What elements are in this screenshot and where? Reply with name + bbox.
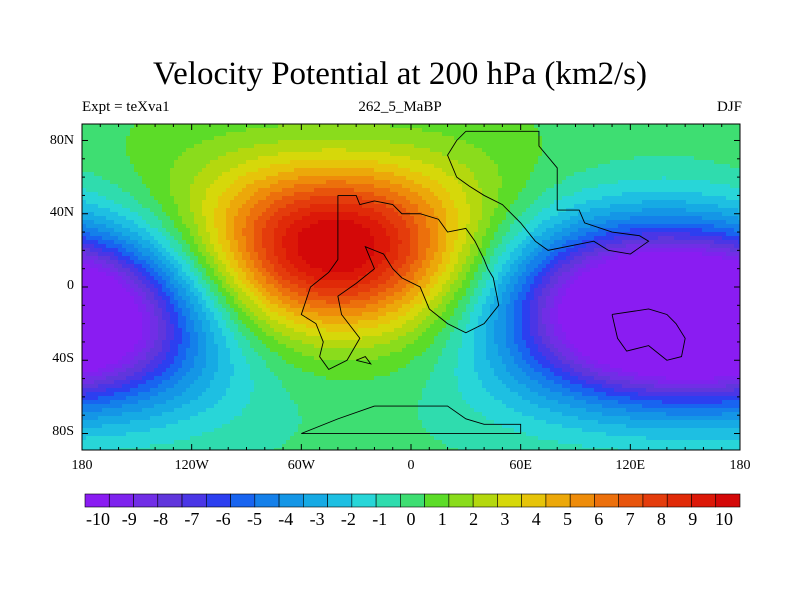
colorbar-label: -4 [278,509,294,529]
lon-label-180w: 180 [71,458,93,473]
colorbar-label: -10 [86,509,110,529]
lat-label-40n: 40N [49,205,74,220]
colorbar-swatch [278,493,304,508]
colorbar-swatch [521,493,547,508]
lon-label-60e: 60E [509,458,532,473]
coastline-4 [355,356,372,365]
colorbar-swatch [181,493,207,508]
lon-label-120e: 120E [615,458,646,473]
colorbar-label: 9 [688,509,698,529]
colorbar-swatch [594,493,620,508]
coastline-1 [447,130,650,255]
colorbar-label: -6 [215,509,231,529]
field-layer [82,124,741,451]
experiment-label: Expt = teXva1 [82,99,170,115]
colorbar-swatch [618,493,644,508]
lat-label-80s: 80S [52,424,74,439]
coastline-3 [611,308,686,361]
colorbar-swatch [691,493,717,508]
colorbar-swatch [472,493,498,508]
colorbar-swatch [545,493,571,508]
coastline-layer [300,130,686,434]
colorbar-label: -5 [247,509,262,529]
colorbar-label: 8 [656,509,666,529]
season-label: DJF [716,99,742,115]
colorbar-label: 2 [469,509,479,529]
lon-label-180e: 180 [729,458,751,473]
colorbar-label: -7 [184,509,200,529]
colorbar-swatch [497,493,522,508]
lat-label-80n: 80N [49,133,74,148]
colorbar-swatch [133,493,159,508]
colorbar-swatch [230,493,256,508]
colorbar-label: -9 [121,509,137,529]
colorbar-swatch [205,493,231,508]
colorbar-label: -1 [372,509,388,529]
colorbar-swatch [327,493,353,508]
colorbar-label: 10 [715,509,733,529]
run-label: 262_5_MaBP [358,99,442,115]
colorbar-swatch [400,493,425,508]
colorbar-swatch [642,493,668,508]
coastline-2 [301,405,522,434]
colorbar-swatch [108,493,134,508]
colorbar-label: 0 [406,509,416,529]
lon-label-60w: 60W [287,458,315,473]
colorbar-label: 4 [531,509,541,529]
ticks-layer [81,124,741,450]
colorbar-label: 7 [625,509,635,529]
lat-label-eq: 0 [67,278,74,293]
colorbar-label: 6 [594,509,604,529]
colorbar-swatch [375,493,401,508]
plot-title: Velocity Potential at 200 hPa (km2/s) [152,56,648,92]
colorbar-swatch [569,493,595,508]
colorbar-swatch [666,493,692,508]
colorbar-swatch [351,493,377,508]
colorbar [84,493,741,508]
colorbar-swatch [448,493,474,508]
colorbar-label: 1 [437,509,447,529]
colorbar-label: -2 [340,509,356,529]
colorbar-swatch [254,493,280,508]
lon-label-0: 0 [407,458,415,473]
colorbar-swatch [424,493,450,508]
coastline-0 [300,194,500,370]
colorbar-label: 3 [500,509,510,529]
colorbar-swatch [303,493,328,508]
colorbar-label: -8 [153,509,169,529]
lat-label-40s: 40S [52,351,74,366]
lon-label-120w: 120W [174,458,209,473]
colorbar-swatch [84,493,110,508]
colorbar-label: 5 [563,509,572,529]
colorbar-swatch [715,493,741,508]
colorbar-swatch [157,493,183,508]
colorbar-label: -3 [309,509,325,529]
